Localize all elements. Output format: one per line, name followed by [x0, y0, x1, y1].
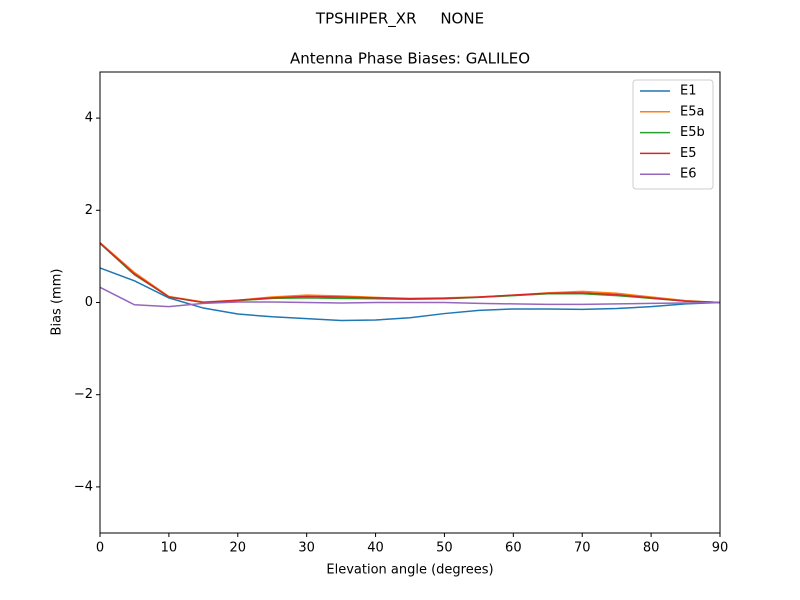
y-axis-label: Bias (mm) [50, 269, 65, 336]
legend-label: E1 [680, 84, 697, 99]
x-tick-label: 50 [436, 541, 453, 556]
axes-frame [99, 71, 721, 534]
x-tick-label: 20 [230, 541, 247, 556]
legend-label: E6 [680, 167, 697, 182]
x-tick-label: 0 [96, 541, 104, 556]
chart-title: Antenna Phase Biases: GALILEO [290, 50, 530, 68]
legend-box [632, 79, 714, 190]
x-tick-label: 40 [367, 541, 384, 556]
x-tick-label: 90 [712, 541, 729, 556]
y-tick-label: −4 [74, 479, 93, 494]
suptitle: TPSHIPER_XR NONE [315, 10, 484, 29]
legend-label: E5b [680, 125, 705, 140]
y-tick-label: −2 [74, 387, 93, 402]
x-tick-label: 30 [298, 541, 315, 556]
legend-label: E5 [680, 146, 697, 161]
series-line [99, 267, 721, 322]
x-tick-label: 60 [505, 541, 522, 556]
series-line [99, 286, 721, 308]
legend-label: E5a [680, 104, 704, 119]
series-line [99, 242, 721, 304]
x-axis-label: Elevation angle (degrees) [326, 563, 493, 578]
y-tick-label: 2 [85, 203, 93, 218]
y-tick-label: 0 [85, 295, 93, 310]
x-tick-label: 80 [643, 541, 660, 556]
x-tick-label: 70 [574, 541, 591, 556]
x-tick-label: 10 [161, 541, 178, 556]
y-tick-label: 4 [85, 111, 93, 126]
